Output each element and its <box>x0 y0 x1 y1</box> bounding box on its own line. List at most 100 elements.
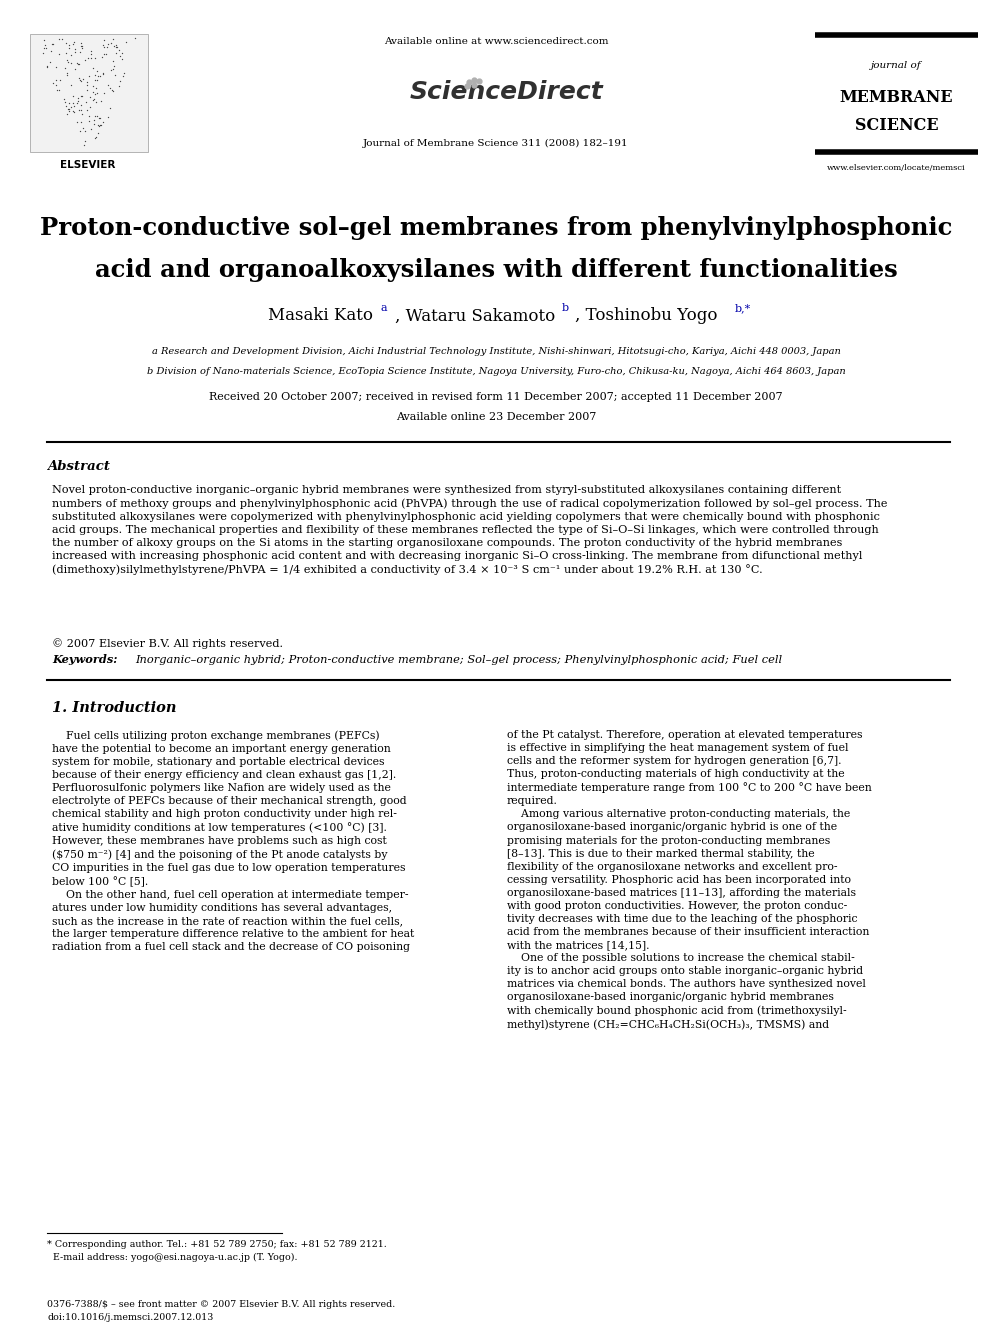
Point <box>74 86 90 107</box>
Point <box>49 70 64 91</box>
Text: Journal of Membrane Science 311 (2008) 182–191: Journal of Membrane Science 311 (2008) 1… <box>363 139 629 148</box>
Point <box>79 71 95 93</box>
Point <box>60 65 75 86</box>
Point <box>71 99 87 120</box>
Point <box>111 38 127 60</box>
Point <box>108 42 124 64</box>
Point <box>65 95 81 116</box>
Text: a Research and Development Division, Aichi Industrial Technology Institute, Nish: a Research and Development Division, Aic… <box>152 348 840 356</box>
Point <box>105 29 121 50</box>
Point <box>69 90 85 111</box>
Text: of the Pt catalyst. Therefore, operation at elevated temperatures
is effective i: of the Pt catalyst. Therefore, operation… <box>507 730 872 1029</box>
Point <box>89 61 105 82</box>
Point <box>46 73 62 94</box>
Text: a: a <box>380 303 387 314</box>
Point <box>39 56 55 77</box>
Point <box>60 103 75 124</box>
Point <box>83 48 99 69</box>
Point <box>107 65 123 86</box>
Point <box>40 57 56 78</box>
Point <box>95 62 111 83</box>
Point <box>85 57 101 78</box>
Point <box>61 52 76 73</box>
Point <box>36 29 52 50</box>
Point <box>96 36 112 57</box>
Text: b Division of Nano-materials Science, EcoTopia Science Institute, Nagoya Univers: b Division of Nano-materials Science, Ec… <box>147 368 845 377</box>
Text: Masaki Kato: Masaki Kato <box>268 307 373 324</box>
Point <box>73 86 89 107</box>
Point <box>104 79 120 101</box>
Point <box>61 101 76 122</box>
Point <box>84 75 100 97</box>
Point <box>62 37 77 58</box>
Point <box>77 120 93 142</box>
Point <box>90 122 106 143</box>
Text: Available online at www.sciencedirect.com: Available online at www.sciencedirect.co… <box>384 37 608 46</box>
Text: Abstract: Abstract <box>47 460 110 474</box>
Point <box>96 29 112 50</box>
Point <box>62 93 77 114</box>
Point <box>92 66 108 87</box>
Point <box>51 42 66 64</box>
Point <box>92 90 108 111</box>
Point <box>87 65 103 86</box>
Point <box>89 82 105 103</box>
Point <box>106 36 122 57</box>
Bar <box>30 34 148 152</box>
Point <box>102 33 118 54</box>
Point <box>103 60 119 81</box>
Point <box>95 64 111 85</box>
Text: Novel proton-conductive inorganic–organic hybrid membranes were synthesized from: Novel proton-conductive inorganic–organi… <box>52 486 888 576</box>
Point <box>69 87 85 108</box>
Point <box>109 36 125 57</box>
Point <box>98 44 114 65</box>
Point <box>61 98 76 119</box>
Point <box>54 29 69 50</box>
Text: b,*: b,* <box>735 303 751 314</box>
Point <box>67 38 83 60</box>
Point <box>71 69 87 90</box>
Point <box>66 32 82 53</box>
Point <box>76 134 92 155</box>
Point <box>69 53 85 74</box>
Point <box>87 70 103 91</box>
Point <box>93 46 109 67</box>
Text: 1. Introduction: 1. Introduction <box>52 701 177 714</box>
Point <box>72 94 88 115</box>
Point <box>52 69 67 90</box>
Point <box>74 105 90 126</box>
Text: www.elsevier.com/locate/memsci: www.elsevier.com/locate/memsci <box>827 164 966 172</box>
Point <box>36 37 52 58</box>
Text: SCIENCE: SCIENCE <box>855 116 938 134</box>
Point <box>52 79 67 101</box>
Point <box>108 36 124 57</box>
Point <box>72 111 88 132</box>
Point <box>63 74 79 95</box>
Point <box>102 97 118 118</box>
Point <box>112 70 128 91</box>
Point <box>45 33 61 54</box>
Point <box>83 119 99 140</box>
Text: , Toshinobu Yogo: , Toshinobu Yogo <box>575 307 717 324</box>
Point <box>81 110 97 131</box>
Point <box>114 49 130 70</box>
Point <box>73 38 89 60</box>
Point <box>90 65 106 86</box>
Point <box>76 49 92 70</box>
Point <box>99 37 115 58</box>
Point <box>65 85 81 106</box>
Point <box>58 33 73 54</box>
Point <box>43 52 59 73</box>
Point <box>69 93 85 114</box>
Point <box>96 44 112 65</box>
Text: acid and organoalkoxysilanes with different functionalities: acid and organoalkoxysilanes with differ… <box>94 258 898 282</box>
Point <box>79 79 95 101</box>
Point <box>82 97 98 118</box>
Point <box>75 69 91 90</box>
Point <box>100 106 116 127</box>
Point <box>49 74 64 95</box>
Text: MEMBRANE: MEMBRANE <box>839 90 953 106</box>
Point <box>95 34 111 56</box>
Point <box>102 78 118 99</box>
Point <box>85 89 101 110</box>
